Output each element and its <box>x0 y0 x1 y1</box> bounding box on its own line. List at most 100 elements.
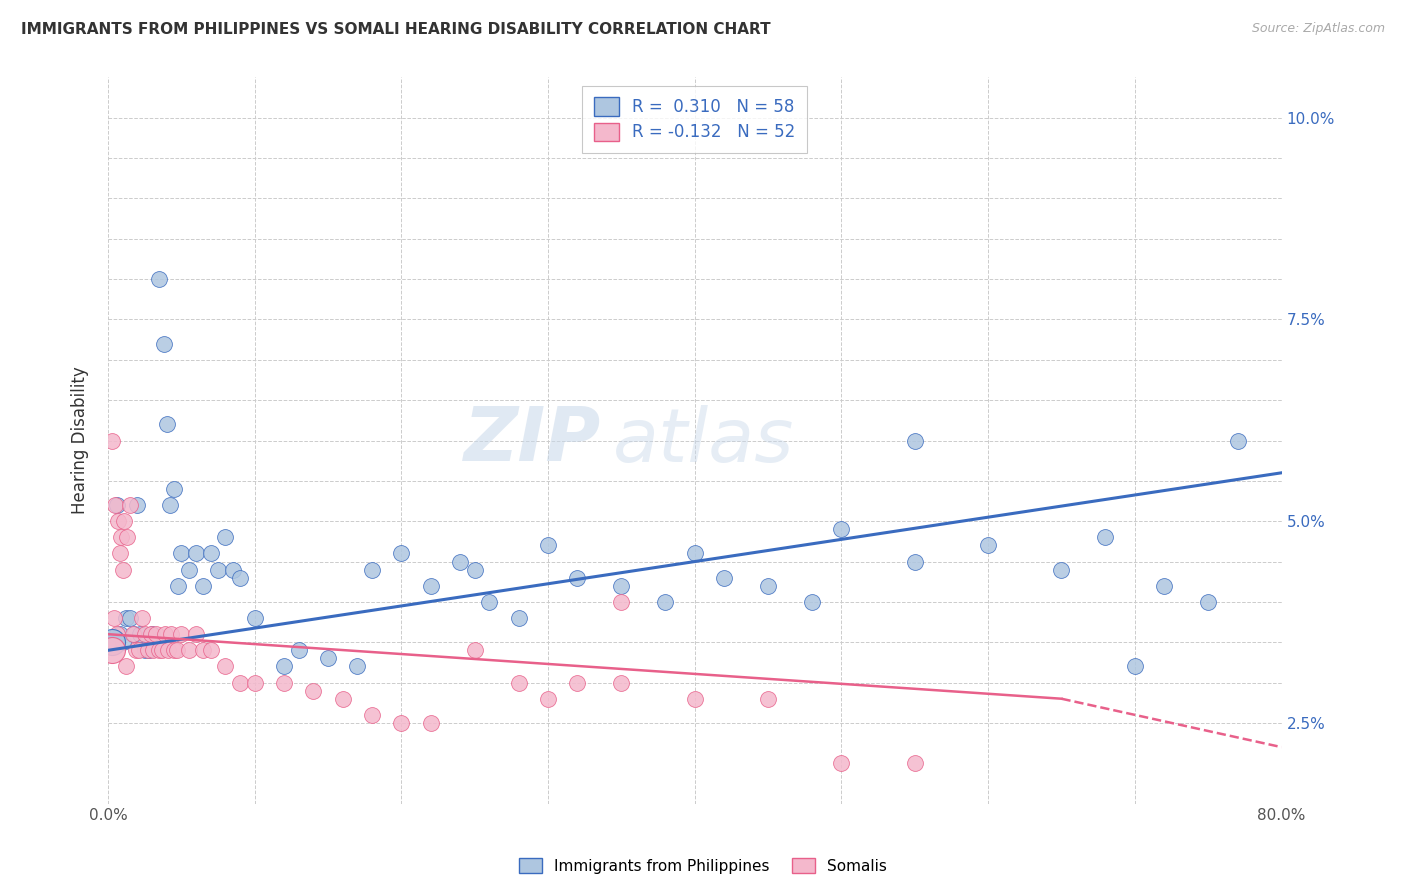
Point <box>153 627 176 641</box>
Point <box>193 579 215 593</box>
Point <box>567 675 589 690</box>
Point <box>184 627 207 641</box>
Point <box>389 547 412 561</box>
Point <box>105 627 128 641</box>
Point <box>101 635 124 649</box>
Point <box>138 643 160 657</box>
Point <box>756 691 779 706</box>
Point <box>214 659 236 673</box>
Point <box>177 563 200 577</box>
Point <box>107 514 129 528</box>
Point <box>111 563 134 577</box>
Point <box>101 635 124 649</box>
Point <box>160 627 183 641</box>
Point <box>221 563 243 577</box>
Point <box>243 611 266 625</box>
Point <box>142 643 165 657</box>
Point <box>115 530 138 544</box>
Point <box>243 675 266 690</box>
Legend: R =  0.310   N = 58, R = -0.132   N = 52: R = 0.310 N = 58, R = -0.132 N = 52 <box>582 86 807 153</box>
Point <box>129 627 152 641</box>
Point <box>167 579 190 593</box>
Point <box>125 643 148 657</box>
Text: atlas: atlas <box>613 405 794 476</box>
Point <box>193 643 215 657</box>
Point <box>184 547 207 561</box>
Point <box>654 595 676 609</box>
Point <box>148 643 170 657</box>
Point <box>128 643 150 657</box>
Text: IMMIGRANTS FROM PHILIPPINES VS SOMALI HEARING DISABILITY CORRELATION CHART: IMMIGRANTS FROM PHILIPPINES VS SOMALI HE… <box>21 22 770 37</box>
Point <box>361 707 384 722</box>
Point <box>904 555 927 569</box>
Point <box>508 675 530 690</box>
Point <box>830 522 852 536</box>
Point <box>478 595 501 609</box>
Point <box>464 643 486 657</box>
Point <box>143 635 166 649</box>
Point <box>163 482 186 496</box>
Point <box>389 715 412 730</box>
Point <box>610 675 633 690</box>
Point <box>114 659 136 673</box>
Point <box>118 498 141 512</box>
Point <box>139 627 162 641</box>
Point <box>101 643 124 657</box>
Point <box>1197 595 1219 609</box>
Point <box>756 579 779 593</box>
Point <box>610 579 633 593</box>
Point <box>207 563 229 577</box>
Point <box>108 627 131 641</box>
Point <box>156 417 179 432</box>
Point <box>464 563 486 577</box>
Point <box>127 498 149 512</box>
Point <box>229 675 252 690</box>
Point <box>114 611 136 625</box>
Point <box>977 538 1000 552</box>
Point <box>152 336 174 351</box>
Point <box>346 659 368 673</box>
Text: ZIP: ZIP <box>464 404 600 477</box>
Point <box>904 434 927 448</box>
Point <box>567 571 589 585</box>
Point <box>449 555 471 569</box>
Point <box>148 272 170 286</box>
Point <box>145 627 167 641</box>
Point <box>830 756 852 771</box>
Point <box>200 547 222 561</box>
Point <box>1226 434 1249 448</box>
Point <box>103 611 125 625</box>
Point <box>419 715 441 730</box>
Point <box>141 627 163 641</box>
Point <box>200 643 222 657</box>
Point <box>104 498 127 512</box>
Point <box>302 683 325 698</box>
Point <box>134 627 156 641</box>
Point <box>124 627 146 641</box>
Point <box>801 595 824 609</box>
Text: Source: ZipAtlas.com: Source: ZipAtlas.com <box>1251 22 1385 36</box>
Point <box>287 643 309 657</box>
Legend: Immigrants from Philippines, Somalis: Immigrants from Philippines, Somalis <box>513 852 893 880</box>
Point <box>537 691 560 706</box>
Point <box>361 563 384 577</box>
Point <box>131 611 153 625</box>
Point <box>1123 659 1146 673</box>
Point <box>1094 530 1116 544</box>
Point <box>419 579 441 593</box>
Point <box>112 514 135 528</box>
Point <box>163 643 186 657</box>
Point <box>159 498 181 512</box>
Point <box>1153 579 1175 593</box>
Point <box>713 571 735 585</box>
Point <box>157 643 180 657</box>
Point <box>229 571 252 585</box>
Point <box>1050 563 1073 577</box>
Point <box>273 675 295 690</box>
Point <box>134 643 156 657</box>
Point <box>316 651 339 665</box>
Point <box>111 635 134 649</box>
Point <box>273 659 295 673</box>
Point <box>683 547 706 561</box>
Point <box>105 498 128 512</box>
